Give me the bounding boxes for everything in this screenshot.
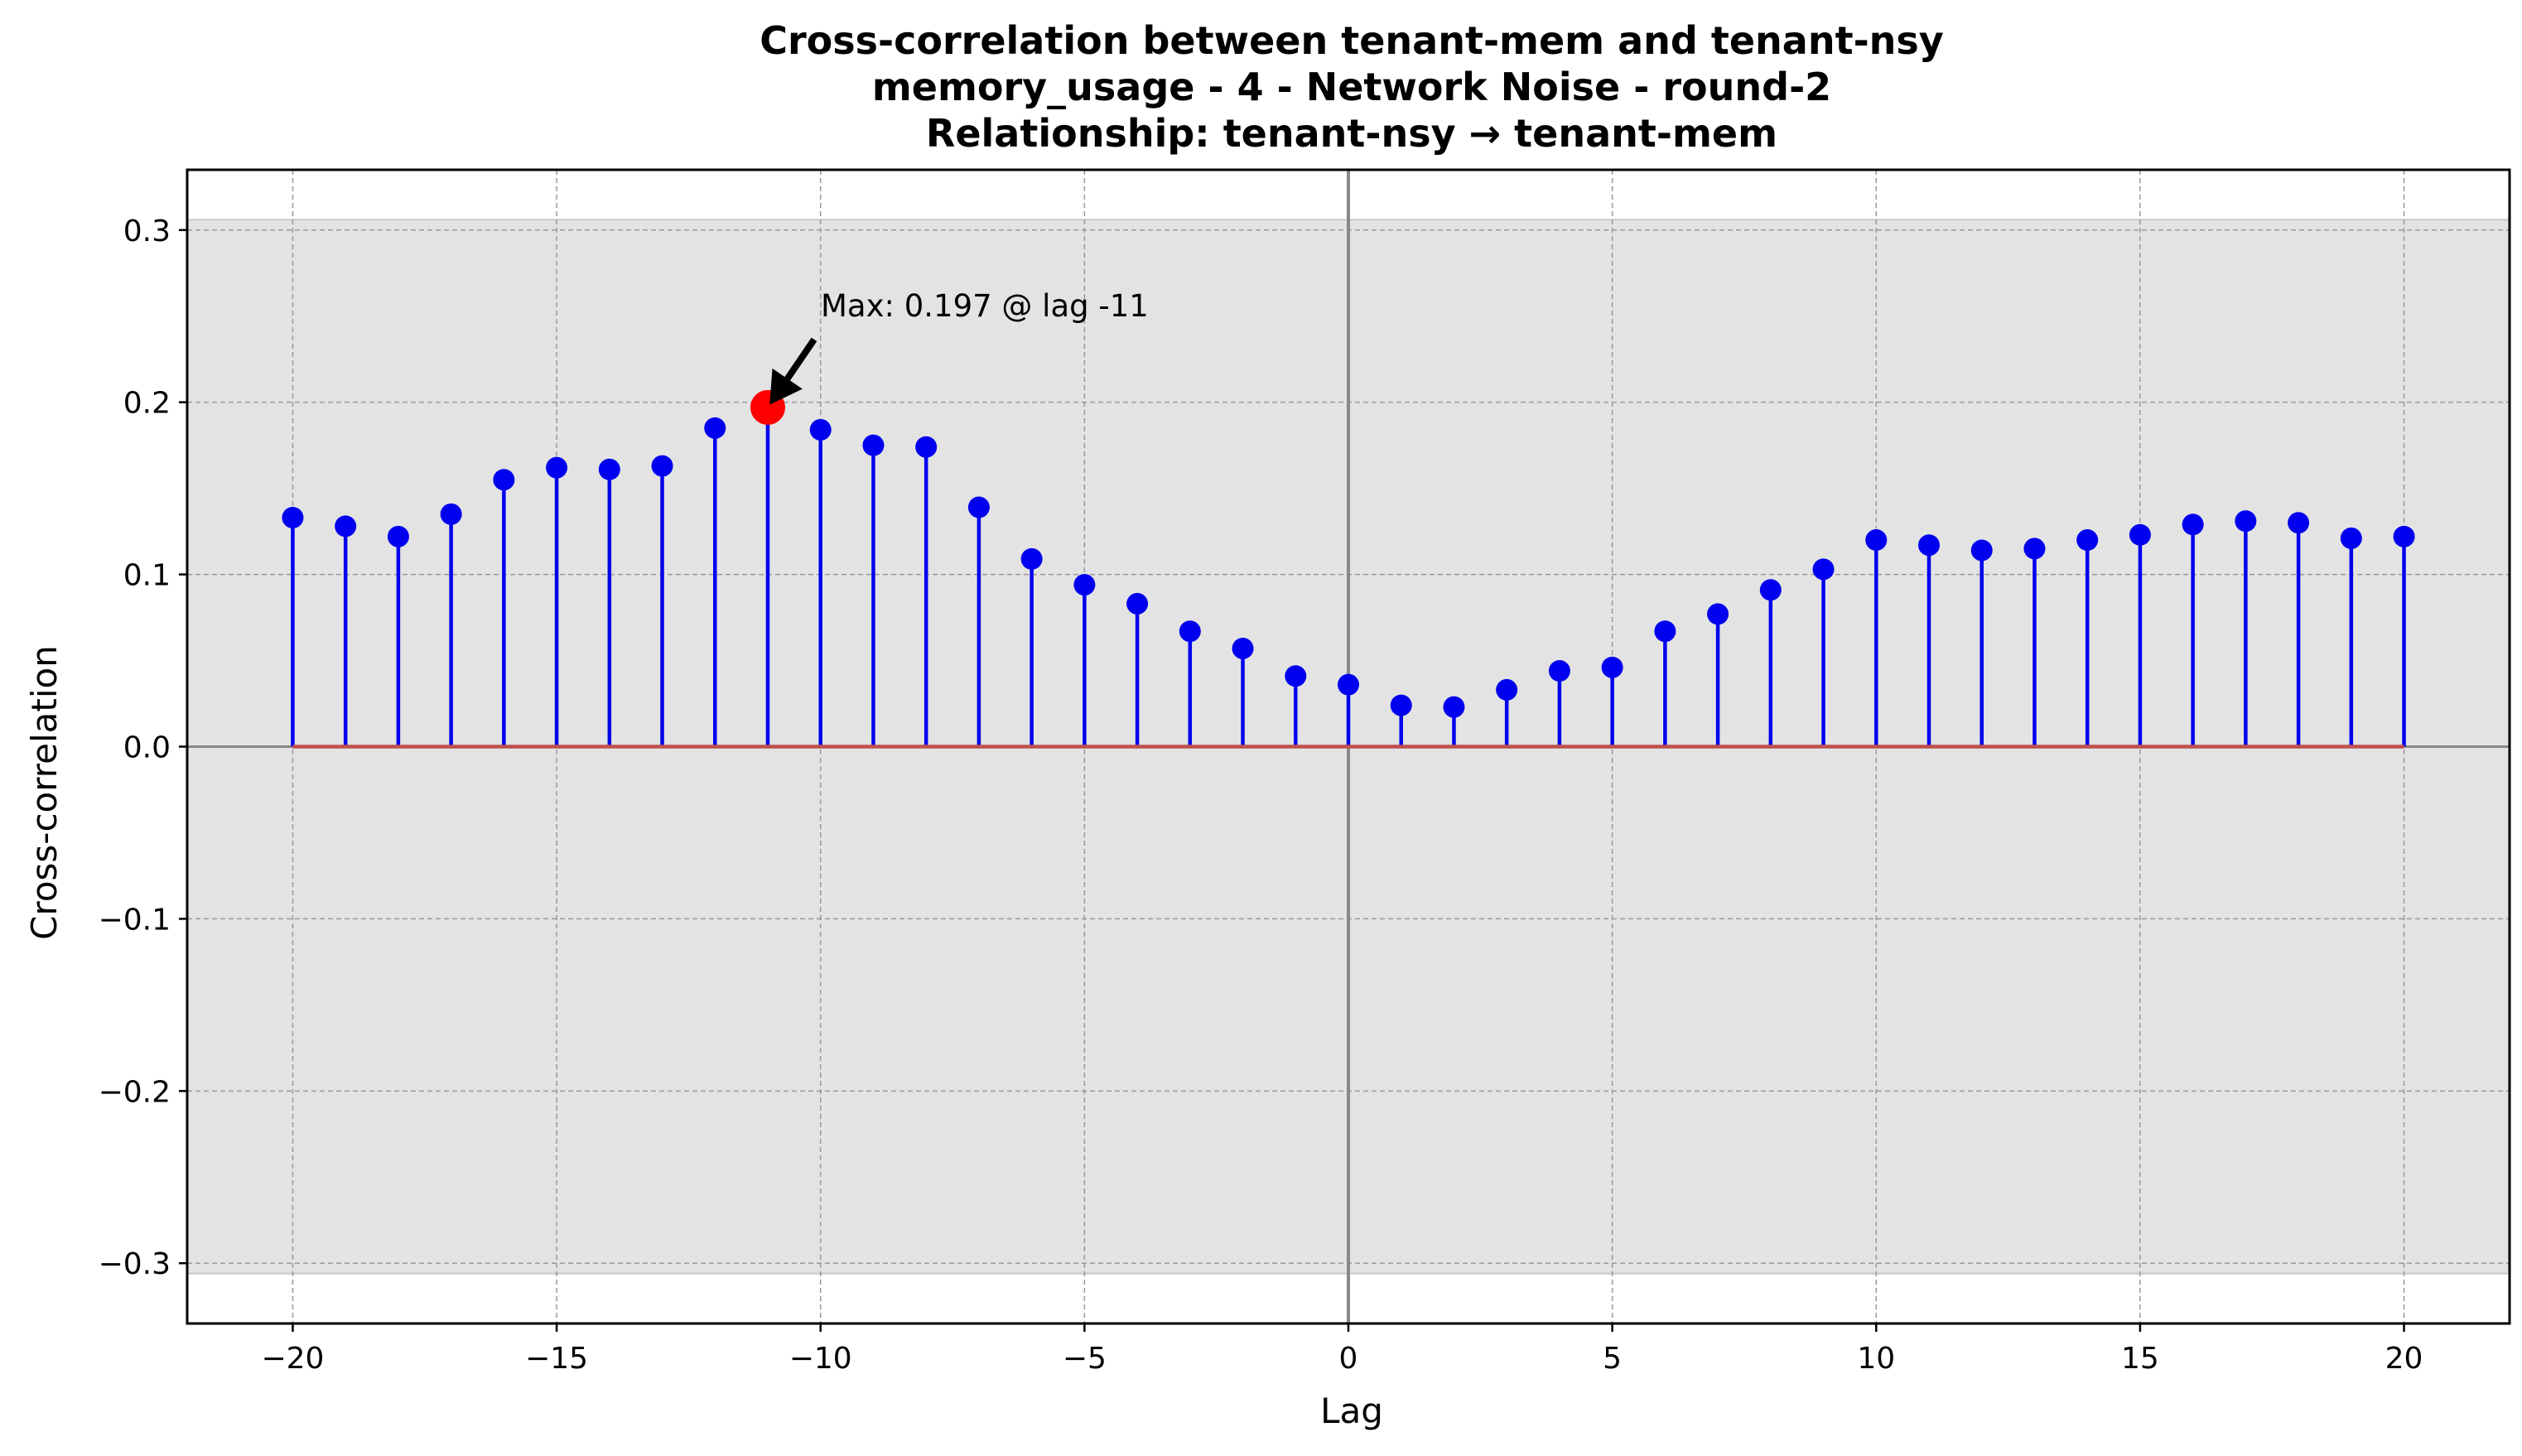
stem-marker bbox=[1285, 665, 1307, 687]
stem-marker bbox=[1707, 603, 1729, 625]
stem-marker bbox=[1443, 696, 1465, 718]
chart-title: Cross-correlation between tenant-mem and… bbox=[759, 18, 1944, 156]
stem-marker bbox=[809, 418, 832, 441]
stem-marker bbox=[1126, 592, 1149, 615]
stem-marker bbox=[1020, 547, 1043, 570]
y-tick-label: 0.0 bbox=[123, 731, 171, 765]
stem-marker bbox=[2288, 512, 2310, 534]
stem-marker bbox=[1338, 673, 1359, 696]
stem-marker bbox=[1179, 620, 1201, 643]
stem-marker bbox=[1865, 529, 1888, 552]
x-tick-label: 5 bbox=[1603, 1342, 1622, 1376]
stem-marker bbox=[1918, 534, 1940, 557]
y-tick-label: 0.1 bbox=[123, 559, 171, 593]
stem-marker bbox=[387, 525, 409, 547]
stem-marker bbox=[598, 458, 620, 480]
stem-marker bbox=[1496, 678, 1518, 701]
x-tick-label: −20 bbox=[261, 1342, 324, 1376]
x-tick-label: −5 bbox=[1063, 1342, 1107, 1376]
stem-marker bbox=[282, 506, 304, 528]
y-tick-label: −0.1 bbox=[99, 903, 171, 937]
title-line-3: Relationship: tenant-nsy → tenant-mem bbox=[926, 111, 1777, 156]
max-annotation-label: Max: 0.197 @ lag -11 bbox=[821, 288, 1149, 324]
stem-marker bbox=[651, 455, 673, 477]
y-tick-label: −0.3 bbox=[99, 1247, 171, 1281]
x-tick-label: −15 bbox=[525, 1342, 588, 1376]
stem-marker bbox=[704, 417, 726, 439]
stem-marker bbox=[440, 503, 462, 525]
stem-marker bbox=[1232, 637, 1254, 659]
y-tick-label: 0.3 bbox=[123, 215, 171, 248]
stem-marker bbox=[915, 436, 938, 458]
y-tick-label: 0.2 bbox=[123, 387, 171, 421]
annotation-arrow-shaft bbox=[784, 337, 817, 381]
stem-marker bbox=[1601, 656, 1623, 678]
stem-marker bbox=[2129, 523, 2151, 546]
stem-marker bbox=[493, 469, 515, 491]
x-tick-label: 15 bbox=[2121, 1342, 2159, 1376]
stem-marker bbox=[2393, 525, 2415, 547]
stem-marker bbox=[1548, 660, 1570, 682]
x-tick-label: 0 bbox=[1339, 1342, 1358, 1376]
stem-marker bbox=[335, 515, 357, 538]
stem-marker bbox=[1390, 694, 1412, 716]
plot-area: Max: 0.197 @ lag -11 −20 −15 −10 −5 0 5 10 15 20 0… bbox=[99, 168, 2511, 1376]
x-tick-label: 20 bbox=[2385, 1342, 2423, 1376]
stem-marker bbox=[1073, 574, 1096, 596]
stem-marker bbox=[967, 496, 990, 518]
y-tick-label: −0.2 bbox=[99, 1075, 171, 1109]
stem-marker bbox=[862, 434, 885, 456]
y-axis-label: Cross-correlation bbox=[24, 645, 65, 940]
title-line-2: memory_usage - 4 - Network Noise - round… bbox=[872, 65, 1831, 109]
stem-marker bbox=[1970, 539, 1993, 562]
stem-marker bbox=[2076, 529, 2099, 552]
x-axis-label: Lag bbox=[1320, 1391, 1383, 1431]
stem-marker bbox=[2235, 510, 2257, 533]
stem-marker bbox=[1759, 579, 1782, 601]
stem-marker bbox=[2340, 527, 2362, 549]
x-tick-label: 10 bbox=[1857, 1342, 1895, 1376]
title-line-1: Cross-correlation between tenant-mem and… bbox=[759, 18, 1944, 63]
stem-marker bbox=[1654, 620, 1676, 643]
stem-marker bbox=[1812, 558, 1835, 581]
stem-marker bbox=[546, 456, 568, 479]
stem-marker bbox=[2182, 513, 2204, 536]
stem-marker bbox=[2023, 538, 2046, 560]
annotation-arrowhead bbox=[769, 368, 803, 405]
x-tick-label: −10 bbox=[789, 1342, 852, 1376]
